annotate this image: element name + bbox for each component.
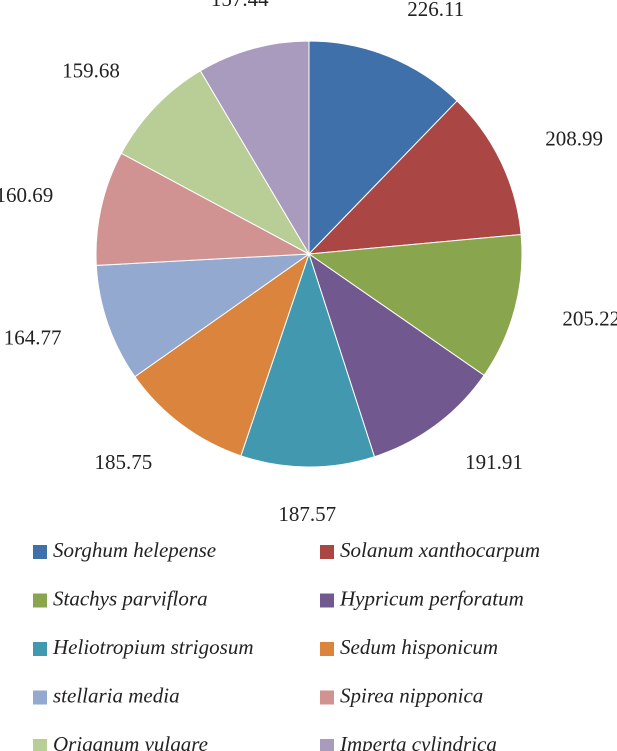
legend-label: Hypricum perforatum	[339, 586, 524, 610]
data-label: 159.68	[62, 59, 120, 83]
legend-label: Solanum xanthocarpum	[340, 538, 540, 562]
data-label: 226.11	[407, 0, 464, 21]
data-label: 164.77	[4, 326, 62, 350]
pie-slice	[308, 252, 485, 458]
data-label: 157.44	[211, 0, 269, 11]
legend-label: Imperta cylindrica	[339, 732, 497, 751]
legend-label: Origanum vulgare	[53, 732, 208, 751]
legend-swatch	[320, 545, 334, 559]
legend-swatch	[33, 739, 47, 751]
data-label: 185.75	[95, 450, 153, 474]
legend-label: Heliotropium strigosum	[52, 635, 253, 659]
legend-swatch	[320, 690, 334, 705]
data-label: 205.22	[562, 306, 617, 330]
pie-slice	[134, 252, 310, 457]
pie-slice	[240, 252, 376, 468]
pie-slice	[95, 253, 311, 378]
data-label: 208.99	[545, 127, 603, 151]
legend-swatch	[33, 593, 47, 608]
pie-slice	[120, 70, 311, 256]
legend-swatch	[320, 642, 334, 656]
pie-slice	[307, 100, 522, 255]
legend-swatch	[33, 545, 47, 559]
data-label: 160.69	[0, 183, 53, 207]
legend-swatch	[320, 593, 334, 608]
legend-label: Sedum hisponicum	[340, 635, 498, 659]
legend-swatch	[33, 642, 47, 656]
data-label: 187.57	[278, 502, 336, 526]
pie-slice	[308, 40, 458, 256]
legend-label: Stachys parviflora	[53, 586, 208, 610]
data-label: 191.91	[465, 450, 523, 474]
legend-swatch	[320, 739, 334, 751]
legend-swatch	[33, 690, 47, 705]
legend-label: Spirea nipponica	[340, 683, 483, 707]
pie-slice	[307, 233, 523, 377]
legend-label: stellaria media	[53, 683, 180, 707]
pie-slice	[199, 40, 310, 256]
pie-slice	[95, 152, 311, 266]
legend-label: Sorghum helepense	[53, 538, 216, 562]
